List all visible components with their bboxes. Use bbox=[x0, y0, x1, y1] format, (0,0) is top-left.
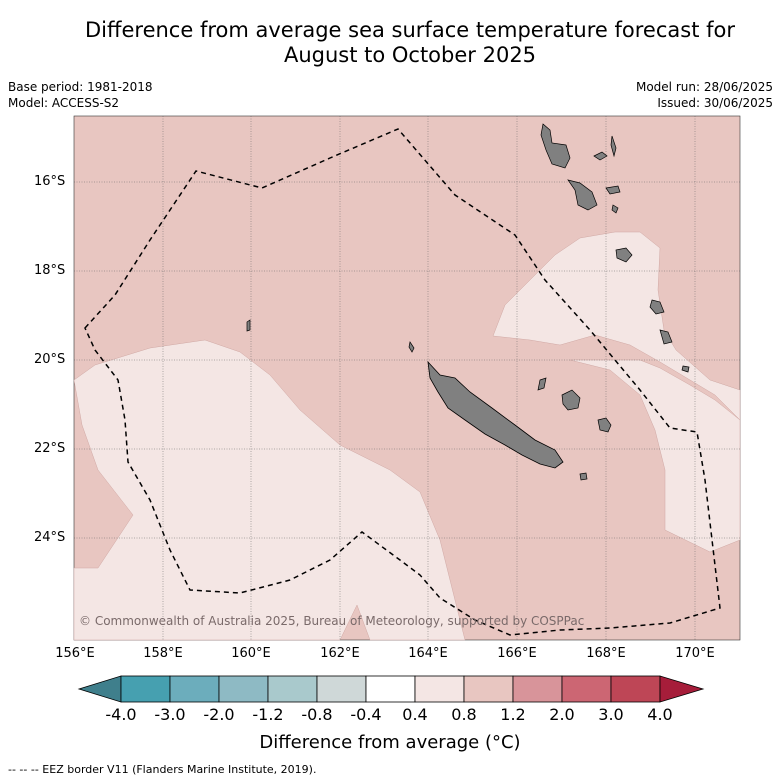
land-tanna bbox=[659, 329, 673, 345]
colorbar-tick-label: -0.8 bbox=[301, 705, 333, 724]
colorbar-bin bbox=[610, 675, 661, 703]
footer-eez-note: -- -- -- EEZ border V11 (Flanders Marine… bbox=[8, 763, 317, 776]
lat-tick-label: 24°S bbox=[34, 530, 66, 545]
colorbar-extend-high bbox=[659, 675, 705, 703]
eez-border bbox=[84, 128, 721, 636]
lon-tick-label: 166°E bbox=[497, 646, 537, 661]
land-aneityum bbox=[681, 365, 690, 373]
colorbar-tick-label: 3.0 bbox=[598, 705, 624, 724]
anomaly-region-east bbox=[569, 359, 741, 553]
title-line-1: Difference from average sea surface temp… bbox=[85, 18, 735, 42]
lon-tick-label: 156°E bbox=[55, 646, 95, 661]
colorbar-label: Difference from average (°C) bbox=[259, 732, 521, 753]
model-name: Model: ACCESS-S2 bbox=[8, 96, 120, 110]
land-pentecost bbox=[610, 135, 617, 158]
land-loyalty-lifou bbox=[561, 389, 581, 411]
lon-tick-label: 170°E bbox=[675, 646, 715, 661]
colorbar-tick-label: -1.2 bbox=[252, 705, 284, 724]
land-loyalty-ouvea bbox=[537, 377, 547, 391]
colorbar-bin bbox=[169, 675, 220, 703]
base-period: Base period: 1981-2018 bbox=[8, 80, 153, 94]
colorbar-bin bbox=[218, 675, 269, 703]
colorbar-bin bbox=[120, 675, 171, 703]
colorbar-tick-label: -4.0 bbox=[105, 705, 137, 724]
colorbar-tick-label: 0.4 bbox=[402, 705, 428, 724]
land-reef-small bbox=[246, 319, 251, 332]
land-malakula bbox=[567, 179, 598, 211]
lat-tick-label: 22°S bbox=[34, 441, 66, 456]
lat-tick-label: 16°S bbox=[34, 174, 66, 189]
land-grande-terre bbox=[427, 360, 564, 469]
land-efate bbox=[615, 247, 633, 263]
copyright-notice: © Commonwealth of Australia 2025, Bureau… bbox=[79, 614, 585, 628]
land-erromango bbox=[649, 299, 665, 315]
meta-left: Base period: 1981-2018 Model: ACCESS-S2 bbox=[8, 79, 153, 111]
land-ambae bbox=[593, 151, 608, 161]
colorbar-bin bbox=[414, 675, 465, 703]
anomaly-region-southwest bbox=[73, 339, 466, 641]
land-belep bbox=[408, 341, 415, 353]
colorbar-bin bbox=[561, 675, 612, 703]
land-ambrym bbox=[605, 185, 621, 195]
colorbar-tick-label: 2.0 bbox=[549, 705, 575, 724]
lon-tick-label: 162°E bbox=[320, 646, 360, 661]
gridlines bbox=[74, 116, 740, 640]
colorbar-bin bbox=[316, 675, 367, 703]
colorbar-tick-label: -0.4 bbox=[350, 705, 382, 724]
model-run: Model run: 28/06/2025 bbox=[635, 80, 773, 94]
title-line-2: August to October 2025 bbox=[283, 43, 537, 67]
colorbar-tick-label: 0.8 bbox=[451, 705, 477, 724]
colorbar-tick-label: 4.0 bbox=[647, 705, 673, 724]
land-epi bbox=[611, 204, 619, 214]
chart-title: Difference from average sea surface temp… bbox=[60, 18, 760, 68]
issued-date: Issued: 30/06/2025 bbox=[657, 96, 773, 110]
lon-tick-label: 168°E bbox=[586, 646, 626, 661]
colorbar-extend-low bbox=[77, 675, 122, 703]
land-isle-of-pines bbox=[579, 472, 588, 481]
colorbar-tick-label: -2.0 bbox=[203, 705, 235, 724]
lat-tick-label: 18°S bbox=[34, 263, 66, 278]
meta-right: Model run: 28/06/2025 Issued: 30/06/2025 bbox=[636, 79, 773, 111]
colorbar-bin bbox=[365, 675, 416, 703]
lat-tick-label: 20°S bbox=[34, 352, 66, 367]
colorbar-tick-label: 1.2 bbox=[500, 705, 526, 724]
colorbar-bin bbox=[512, 675, 563, 703]
lon-tick-label: 160°E bbox=[231, 646, 271, 661]
land-espiritu-santo bbox=[540, 123, 571, 169]
colorbar-bin bbox=[267, 675, 318, 703]
colorbar-tick-label: -3.0 bbox=[154, 705, 186, 724]
lon-tick-label: 164°E bbox=[408, 646, 448, 661]
land-loyalty-mare bbox=[597, 417, 612, 433]
colorbar-bin bbox=[463, 675, 514, 703]
lon-tick-label: 158°E bbox=[143, 646, 183, 661]
